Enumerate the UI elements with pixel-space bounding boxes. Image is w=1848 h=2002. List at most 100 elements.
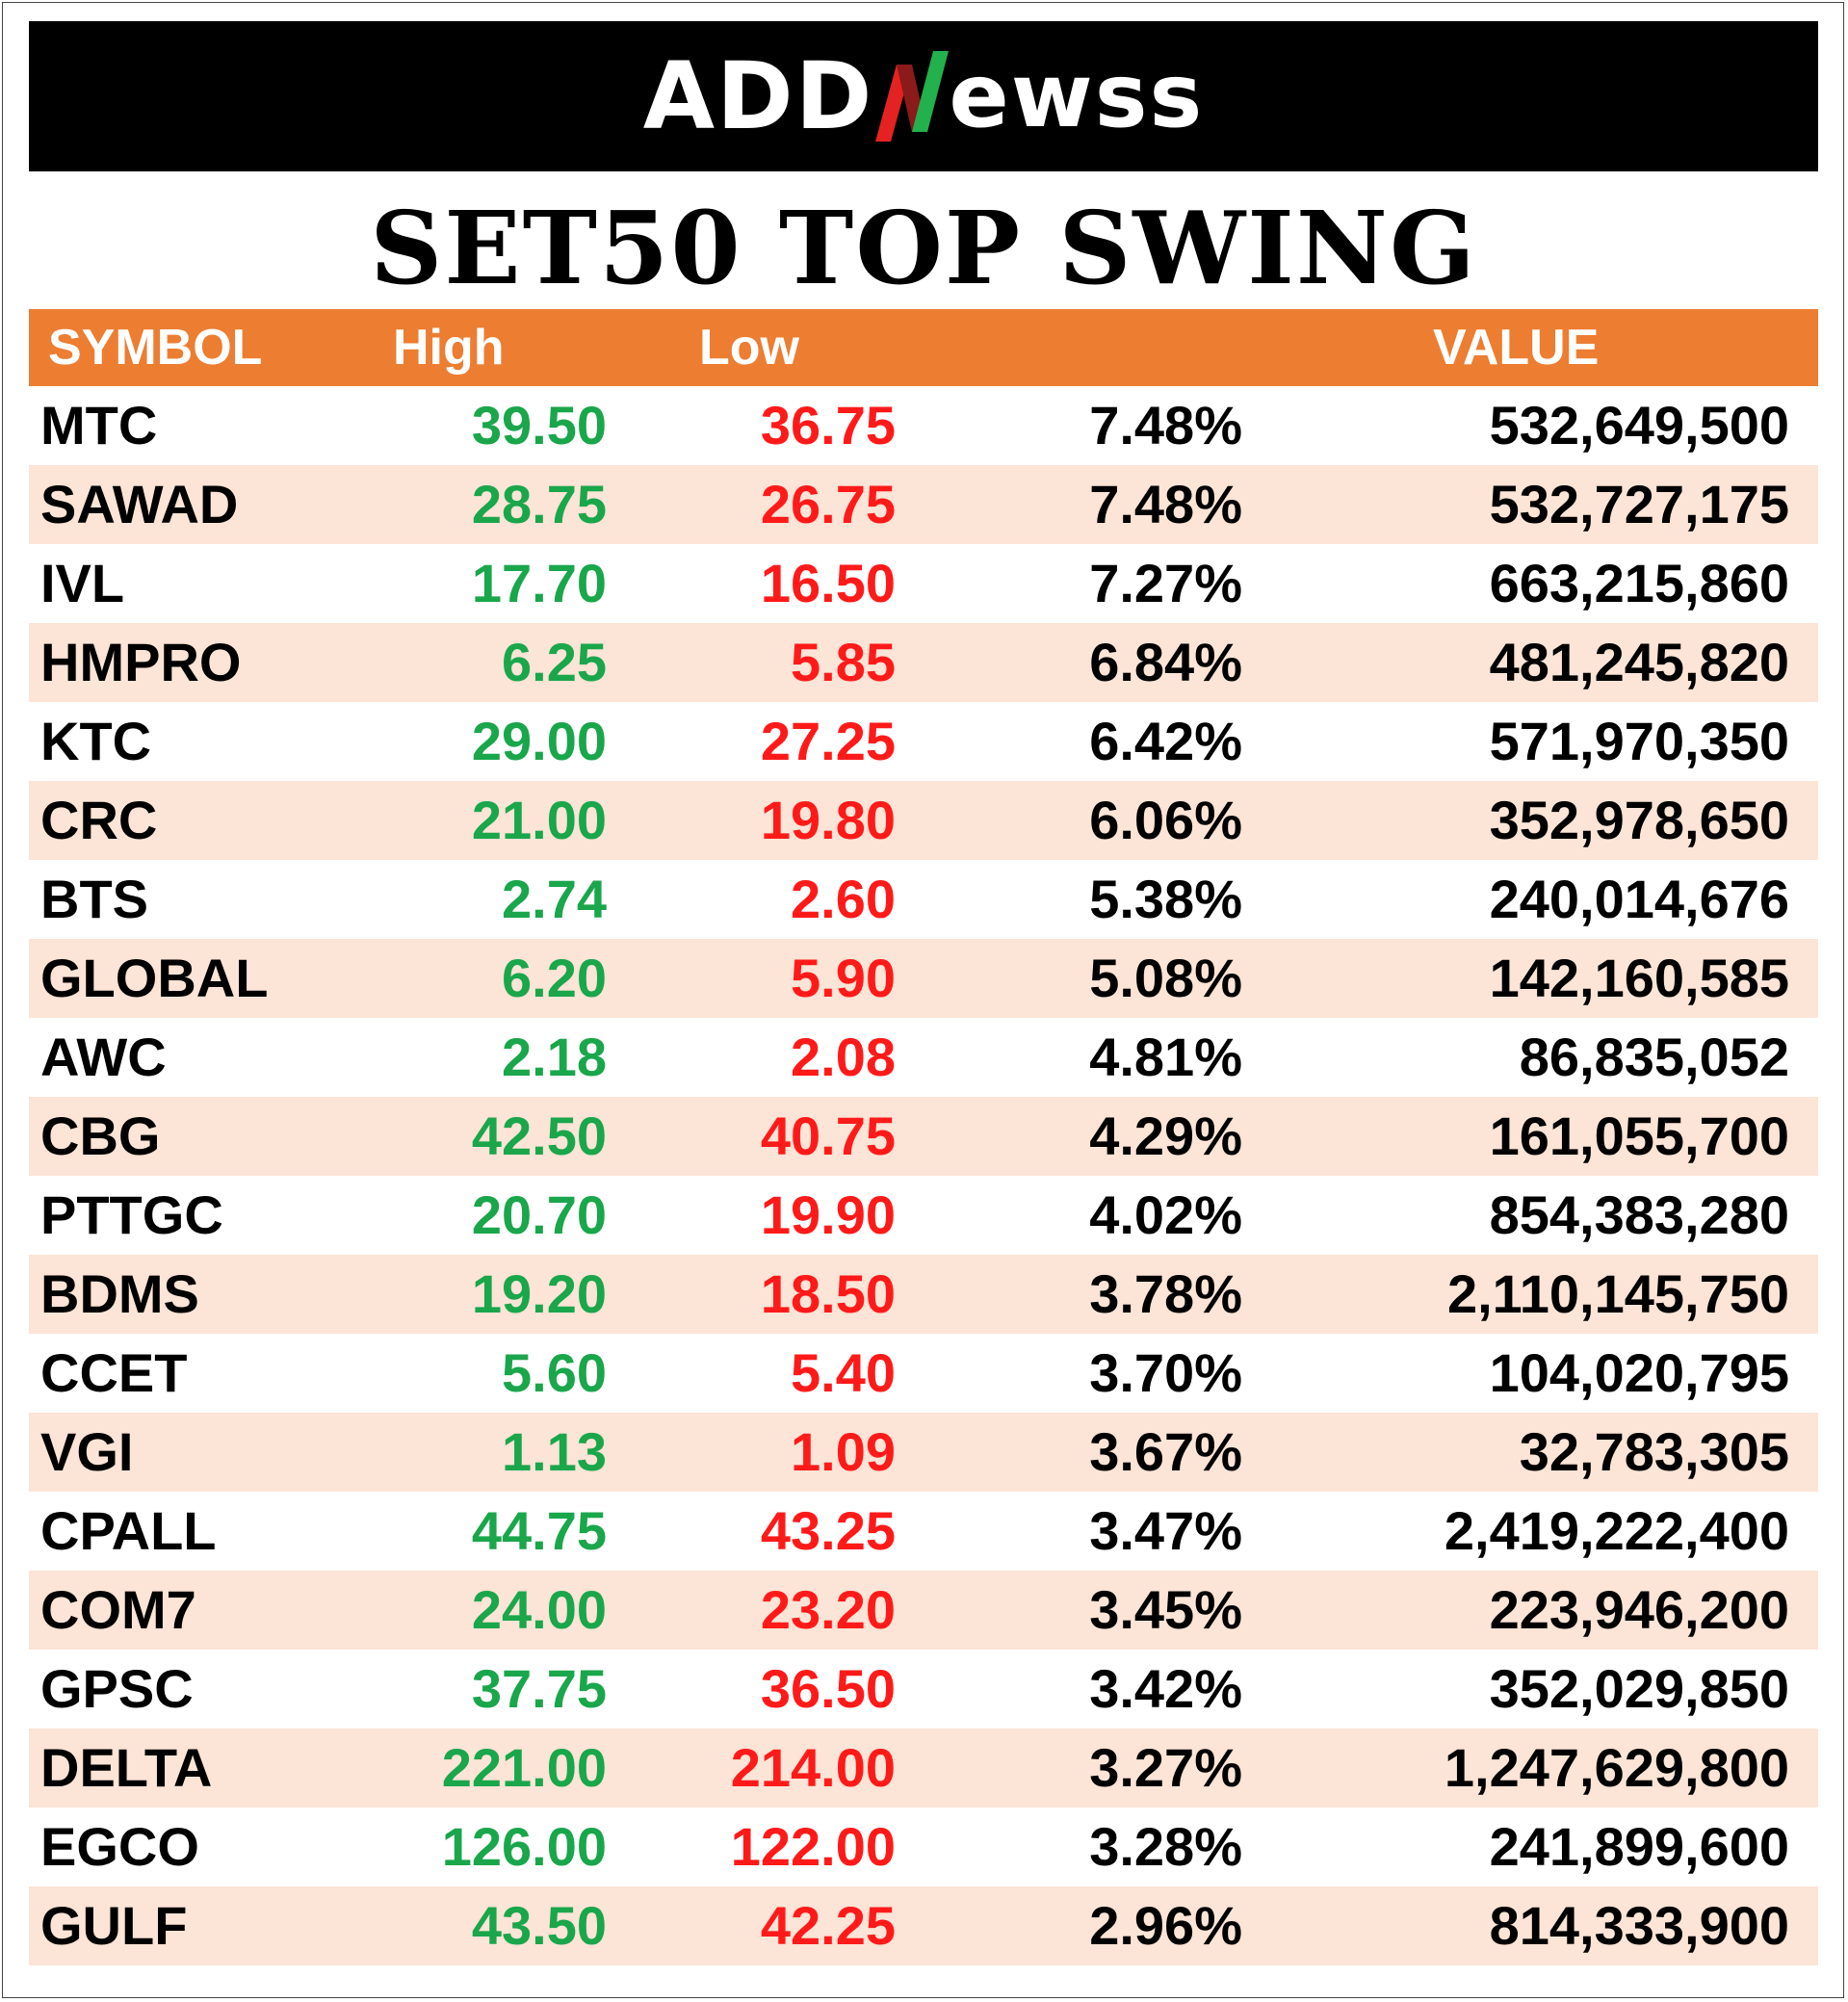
cell-high: 221.00 [441,1737,607,1798]
cell-symbol: COM7 [40,1579,196,1640]
cell-high: 42.50 [471,1105,607,1166]
cell-symbol: MTC [40,395,158,455]
header-low: Low [699,320,799,376]
cell-symbol: HMPRO [40,632,242,692]
cell-value: 352,029,850 [1489,1658,1789,1719]
cell-value: 241,899,600 [1489,1816,1789,1877]
table-row: COM7 24.00 23.20 3.45% 223,946,200 [29,1571,1818,1650]
cell-pct: 5.08% [1089,948,1242,1008]
table-row: AWC 2.18 2.08 4.81% 86,835,052 [29,1018,1818,1097]
cell-high: 24.00 [471,1579,607,1640]
logo-text-left: ADD [642,42,874,150]
cell-high: 29.00 [471,711,607,771]
cell-pct: 4.29% [1089,1105,1242,1166]
cell-symbol: DELTA [40,1737,213,1798]
cell-pct: 5.38% [1089,869,1242,929]
cell-high: 21.00 [471,790,607,850]
swing-table: SYMBOL High Low VALUE MTC 39.50 36.75 7.… [29,309,1818,1965]
logo-text-right: ewss [949,44,1205,147]
cell-low: 27.25 [760,711,896,771]
cell-high: 39.50 [471,395,607,455]
cell-pct: 6.84% [1089,632,1242,692]
cell-low: 23.20 [760,1579,896,1640]
cell-low: 214.00 [730,1737,896,1798]
header-symbol: SYMBOL [48,320,263,376]
cell-pct: 3.27% [1089,1737,1242,1798]
cell-value: 352,978,650 [1489,790,1789,850]
cell-low: 5.90 [791,948,896,1008]
cell-low: 5.85 [791,632,896,692]
cell-high: 126.00 [441,1816,607,1877]
cell-symbol: CRC [40,790,158,850]
table-row: CBG 42.50 40.75 4.29% 161,055,700 [29,1097,1818,1176]
cell-value: 663,215,860 [1489,553,1789,613]
table-row: BTS 2.74 2.60 5.38% 240,014,676 [29,860,1818,939]
cell-high: 1.13 [502,1421,607,1482]
cell-value: 532,649,500 [1489,395,1789,455]
cell-high: 43.50 [471,1895,607,1956]
cell-pct: 7.48% [1089,474,1242,534]
cell-symbol: GULF [40,1895,188,1956]
cell-symbol: GLOBAL [40,948,269,1008]
cell-low: 2.60 [791,869,896,929]
cell-high: 17.70 [471,553,607,613]
cell-value: 532,727,175 [1489,474,1789,534]
cell-pct: 3.47% [1089,1500,1242,1561]
cell-high: 6.25 [502,632,607,692]
cell-low: 19.90 [760,1184,896,1245]
table-row: KTC 29.00 27.25 6.42% 571,970,350 [29,702,1818,781]
cell-pct: 3.78% [1089,1263,1242,1324]
cell-value: 161,055,700 [1489,1105,1789,1166]
cell-symbol: CCET [40,1342,188,1403]
cell-pct: 7.27% [1089,553,1242,613]
table-row: HMPRO 6.25 5.85 6.84% 481,245,820 [29,623,1818,702]
table-row: BDMS 19.20 18.50 3.78% 2,110,145,750 [29,1255,1818,1334]
cell-value: 571,970,350 [1489,711,1789,771]
cell-value: 86,835,052 [1519,1027,1789,1087]
cell-symbol: BDMS [40,1263,199,1324]
cell-value: 223,946,200 [1489,1579,1789,1640]
cell-pct: 3.42% [1089,1658,1242,1719]
header-high: High [393,320,505,376]
cell-low: 40.75 [760,1105,896,1166]
table-row: GULF 43.50 42.25 2.96% 814,333,900 [29,1886,1818,1965]
cell-high: 6.20 [502,948,607,1008]
table-row: PTTGC 20.70 19.90 4.02% 854,383,280 [29,1176,1818,1255]
cell-pct: 2.96% [1089,1895,1242,1956]
cell-pct: 3.70% [1089,1342,1242,1403]
cell-symbol: IVL [40,553,125,613]
addnewss-logo: ADD N ewss [643,43,1205,149]
table-row: GPSC 37.75 36.50 3.42% 352,029,850 [29,1650,1818,1729]
cell-high: 28.75 [471,474,607,534]
cell-low: 18.50 [760,1263,896,1324]
cell-symbol: KTC [40,711,152,771]
cell-pct: 4.81% [1089,1027,1242,1087]
cell-value: 240,014,676 [1489,869,1789,929]
cell-value: 142,160,585 [1489,948,1789,1008]
cell-low: 42.25 [760,1895,896,1956]
cell-value: 2,419,222,400 [1444,1500,1789,1561]
cell-symbol: GPSC [40,1658,194,1719]
cell-low: 26.75 [760,474,896,534]
table-row: GLOBAL 6.20 5.90 5.08% 142,160,585 [29,939,1818,1018]
brand-banner: ADD N ewss [29,21,1818,171]
table-row: DELTA 221.00 214.00 3.27% 1,247,629,800 [29,1729,1818,1807]
cell-symbol: VGI [40,1421,134,1482]
table-header: SYMBOL High Low VALUE [29,309,1818,386]
cell-symbol: CPALL [40,1500,217,1561]
cell-value: 32,783,305 [1519,1421,1789,1482]
cell-pct: 3.67% [1089,1421,1242,1482]
cell-low: 122.00 [730,1816,896,1877]
cell-value: 814,333,900 [1489,1895,1789,1956]
cell-high: 2.18 [502,1027,607,1087]
cell-symbol: AWC [40,1027,167,1087]
cell-low: 36.75 [760,395,896,455]
table-row: IVL 17.70 16.50 7.27% 663,215,860 [29,544,1818,623]
cell-low: 1.09 [791,1421,896,1482]
cell-high: 20.70 [471,1184,607,1245]
cell-pct: 3.28% [1089,1816,1242,1877]
cell-pct: 3.45% [1089,1579,1242,1640]
table-row: MTC 39.50 36.75 7.48% 532,649,500 [29,386,1818,465]
cell-value: 854,383,280 [1489,1184,1789,1245]
